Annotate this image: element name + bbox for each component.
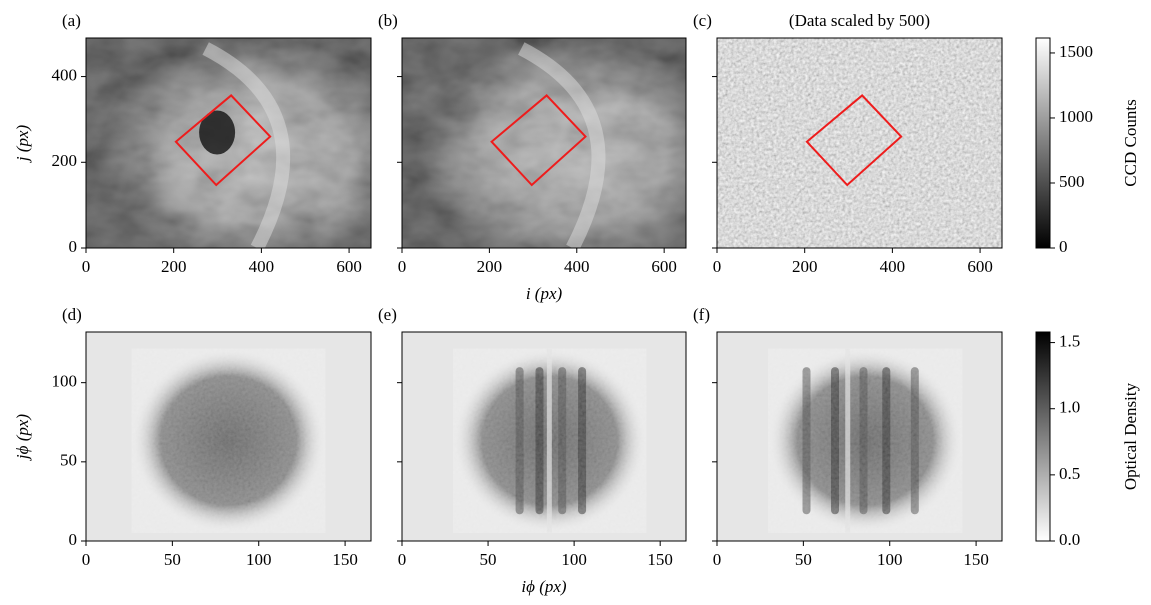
frame bbox=[716, 331, 1003, 542]
image-texture bbox=[402, 38, 686, 248]
x-tick-label: 400 bbox=[249, 257, 275, 276]
x-axis-label: iϕ (px) bbox=[521, 577, 566, 596]
colorbar bbox=[1035, 331, 1051, 542]
panel-label: (d) bbox=[62, 305, 82, 324]
x-tick-label: 50 bbox=[480, 550, 497, 569]
colorbar-label: Optical Density bbox=[1121, 382, 1140, 490]
image-arc bbox=[202, 42, 291, 248]
panel-label: (f) bbox=[693, 305, 710, 324]
x-tick-label: 200 bbox=[792, 257, 818, 276]
x-tick-label: 100 bbox=[246, 550, 272, 569]
image-panel bbox=[717, 38, 1002, 248]
colorbar-tick-label: 1.0 bbox=[1059, 398, 1080, 417]
y-tick-label: 50 bbox=[60, 451, 77, 470]
x-tick-label: 150 bbox=[963, 550, 989, 569]
x-tick-label: 200 bbox=[161, 257, 187, 276]
y-tick-label: 0 bbox=[69, 530, 78, 549]
panel-label: (b) bbox=[378, 11, 398, 30]
image-spot bbox=[199, 110, 236, 155]
x-tick-label: 0 bbox=[82, 257, 91, 276]
colorbar-tick-label: 0 bbox=[1059, 237, 1068, 256]
x-tick-label: 600 bbox=[336, 257, 362, 276]
image-panel bbox=[402, 332, 686, 541]
image-arc bbox=[518, 42, 606, 248]
x-tick-label: 50 bbox=[795, 550, 812, 569]
x-tick-label: 200 bbox=[477, 257, 503, 276]
image-panel bbox=[86, 332, 371, 541]
image-panel bbox=[402, 38, 686, 248]
x-tick-label: 150 bbox=[647, 550, 673, 569]
y-tick-label: 200 bbox=[52, 151, 78, 170]
colorbar bbox=[1035, 37, 1051, 249]
x-tick-label: 0 bbox=[713, 257, 722, 276]
x-tick-label: 400 bbox=[880, 257, 906, 276]
x-tick-label: 0 bbox=[398, 257, 407, 276]
colorbar-tick-label: 1.5 bbox=[1059, 331, 1080, 350]
colorbar-tick-label: 0.0 bbox=[1059, 530, 1080, 549]
panel-label: (a) bbox=[62, 11, 81, 30]
colorbar-tick-label: 0.5 bbox=[1059, 464, 1080, 483]
y-tick-label: 100 bbox=[52, 372, 78, 391]
image-noise bbox=[717, 38, 1002, 248]
x-tick-label: 400 bbox=[564, 257, 590, 276]
x-tick-label: 100 bbox=[877, 550, 903, 569]
roi-box bbox=[490, 94, 587, 187]
colorbar-tick-label: 1000 bbox=[1059, 107, 1093, 126]
frame bbox=[716, 37, 1003, 249]
frame bbox=[85, 331, 372, 542]
frame bbox=[401, 331, 687, 542]
panel-label: (c) bbox=[693, 11, 712, 30]
frame bbox=[401, 37, 687, 249]
cloud-texture bbox=[131, 348, 326, 533]
x-tick-label: 0 bbox=[713, 550, 722, 569]
cloud-texture bbox=[768, 348, 963, 533]
y-tick-label: 400 bbox=[52, 65, 78, 84]
frame bbox=[85, 37, 372, 249]
panel-label: (e) bbox=[378, 305, 397, 324]
x-tick-label: 50 bbox=[164, 550, 181, 569]
x-tick-label: 0 bbox=[82, 550, 91, 569]
x-axis-label: i (px) bbox=[526, 284, 563, 303]
cloud-texture bbox=[453, 348, 647, 533]
roi-box bbox=[805, 94, 903, 187]
colorbar-label: CCD Counts bbox=[1121, 99, 1140, 186]
panel-title: (Data scaled by 500) bbox=[789, 11, 930, 30]
colorbar-tick-label: 1500 bbox=[1059, 42, 1093, 61]
y-axis-label: j (px) bbox=[13, 124, 32, 163]
roi-box bbox=[174, 94, 272, 187]
image-panel bbox=[86, 38, 371, 248]
x-tick-label: 600 bbox=[967, 257, 993, 276]
x-tick-label: 150 bbox=[332, 550, 358, 569]
x-tick-label: 0 bbox=[398, 550, 407, 569]
image-panel bbox=[717, 332, 1002, 541]
colorbar-tick-label: 500 bbox=[1059, 172, 1085, 191]
x-tick-label: 600 bbox=[651, 257, 677, 276]
x-tick-label: 100 bbox=[561, 550, 587, 569]
y-axis-label: jϕ (px) bbox=[13, 414, 32, 461]
y-tick-label: 0 bbox=[69, 237, 78, 256]
